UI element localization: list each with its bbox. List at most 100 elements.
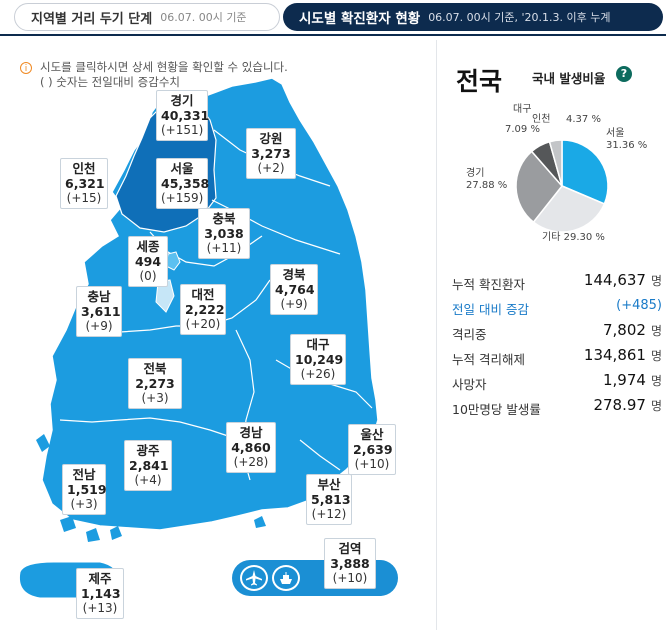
region-daegu[interactable]: 대구 10,249 (+26)	[290, 334, 346, 385]
stat-row-total: 누적 확진환자 144,637 명	[452, 270, 662, 295]
region-name: 제주	[88, 571, 112, 586]
map-info: i 시도를 클릭하시면 상세 현황을 확인할 수 있습니다. ( ) 숫자는 전…	[20, 60, 288, 90]
tab-confirmed-cases[interactable]: 시도별 확진환자 현황 06.07. 00시 기준, '20.1.3. 이후 누…	[283, 3, 663, 31]
region-chungbuk[interactable]: 충북 3,038 (+11)	[198, 208, 250, 259]
region-name: 서울	[170, 161, 194, 176]
region-delta: (+159)	[161, 191, 204, 205]
region-total: 3,611	[81, 304, 121, 319]
region-name: 충남	[87, 289, 111, 304]
island-shape	[110, 526, 122, 540]
pie-label-etc: 기타 29.30 %	[542, 232, 605, 243]
region-gyeonggi[interactable]: 경기 40,331 (+151)	[156, 90, 210, 141]
pie-slice-서울	[561, 139, 609, 205]
stat-row-deaths: 사망자 1,974 명	[452, 370, 662, 395]
region-daejeon[interactable]: 대전 2,222 (+20)	[180, 284, 226, 335]
region-name: 대구	[306, 337, 330, 352]
tab-title: 지역별 거리 두기 단계	[31, 11, 153, 27]
pie-label-daegu: 대구	[513, 104, 532, 115]
region-name: 검역	[338, 541, 362, 556]
region-name: 경남	[239, 425, 263, 440]
region-total: 1,519	[67, 482, 107, 497]
tab-distancing-level[interactable]: 지역별 거리 두기 단계 06.07. 00시 기준	[14, 3, 280, 31]
stat-label: 격리중	[452, 327, 487, 342]
region-name: 부산	[317, 477, 341, 492]
region-name: 경북	[282, 267, 306, 282]
region-total: 4,764	[275, 282, 315, 297]
island-shape	[60, 516, 76, 532]
pie-label-incheon: 인천	[532, 114, 551, 125]
selected-region-title: 전국	[456, 67, 503, 96]
stat-value: 7,802 명	[603, 321, 662, 339]
region-ulsan[interactable]: 울산 2,639 (+10)	[348, 424, 396, 475]
island-shape	[86, 528, 100, 542]
region-delta: (+10)	[332, 571, 368, 585]
region-gyeongbuk[interactable]: 경북 4,764 (+9)	[270, 264, 318, 315]
region-delta: (+12)	[311, 507, 347, 521]
top-tab-bar: 지역별 거리 두기 단계 06.07. 00시 기준 시도별 확진환자 현황 0…	[0, 0, 666, 36]
region-delta: (+20)	[185, 317, 221, 331]
region-total: 2,841	[129, 458, 169, 473]
pie-pct-daegu: 4.37 %	[566, 114, 601, 125]
region-delta: (+3)	[70, 497, 98, 511]
island-shape	[254, 516, 266, 528]
region-incheon[interactable]: 인천 6,321 (+15)	[60, 158, 108, 209]
region-delta: (+2)	[257, 161, 285, 175]
region-total: 45,358	[161, 176, 210, 191]
region-total: 1,143	[81, 586, 121, 601]
pie-slice-경기	[515, 150, 563, 224]
region-delta: (+13)	[82, 601, 118, 615]
region-total: 40,331	[161, 108, 210, 123]
region-sejong[interactable]: 세종 494 (0)	[128, 236, 168, 287]
ratio-pie-chart	[515, 139, 609, 233]
stat-label: 누적 확진환자	[452, 277, 525, 292]
ratio-title: 국내 발생비율	[532, 71, 606, 86]
panel-divider	[436, 40, 437, 630]
region-seoul[interactable]: 서울 45,358 (+159)	[156, 158, 210, 209]
region-delta: (+10)	[354, 457, 390, 471]
stat-label: 전일 대비 증감	[452, 302, 529, 317]
region-name: 강원	[259, 131, 283, 146]
region-name: 울산	[360, 427, 384, 442]
region-name: 경기	[170, 93, 194, 108]
region-name: 광주	[136, 443, 160, 458]
region-gangwon[interactable]: 강원 3,273 (+2)	[246, 128, 296, 179]
region-jeonbuk[interactable]: 전북 2,273 (+3)	[128, 358, 182, 409]
region-delta: (0)	[139, 269, 157, 283]
region-total: 5,813	[311, 492, 351, 507]
region-gyeongnam[interactable]: 경남 4,860 (+28)	[226, 422, 276, 473]
stat-row-daily-change: 전일 대비 증감 (+485)	[452, 295, 662, 320]
island-shape	[36, 434, 50, 452]
question-icon[interactable]: ?	[616, 66, 632, 82]
tab-title: 시도별 확진환자 현황	[299, 11, 421, 27]
region-busan[interactable]: 부산 5,813 (+12)	[306, 474, 352, 525]
region-gwangju[interactable]: 광주 2,841 (+4)	[124, 440, 172, 491]
region-jeju[interactable]: 제주 1,143 (+13)	[76, 568, 124, 619]
stat-row-isolated: 격리중 7,802 명	[452, 320, 662, 345]
region-name: 충북	[212, 211, 236, 226]
region-delta: (+15)	[66, 191, 102, 205]
region-name: 전북	[143, 361, 167, 376]
stat-label: 사망자	[452, 377, 487, 392]
stat-value: 134,861 명	[583, 346, 662, 364]
pie-label-seoul: 서울 31.36 %	[606, 128, 648, 151]
pie-pct-incheon: 7.09 %	[505, 124, 540, 135]
stats-list: 누적 확진환자 144,637 명 전일 대비 증감 (+485) 격리중 7,8…	[452, 270, 662, 420]
region-delta: (+28)	[233, 455, 269, 469]
region-chungnam[interactable]: 충남 3,611 (+9)	[76, 286, 122, 337]
region-name: 전남	[72, 467, 96, 482]
region-total: 3,888	[330, 556, 370, 571]
tab-subtitle: 06.07. 00시 기준, '20.1.3. 이후 누계	[428, 11, 611, 24]
region-name: 대전	[191, 287, 215, 302]
region-jeonnam[interactable]: 전남 1,519 (+3)	[62, 464, 107, 515]
airplane-icon[interactable]	[240, 565, 268, 591]
region-total: 3,273	[251, 146, 291, 161]
stat-value: (+485)	[616, 298, 662, 313]
region-total: 3,038	[204, 226, 244, 241]
region-quarantine[interactable]: 검역 3,888 (+10)	[324, 538, 376, 589]
stat-label: 누적 격리해제	[452, 352, 525, 367]
stat-value: 1,974 명	[603, 371, 662, 389]
ship-icon[interactable]	[272, 565, 300, 591]
region-name: 인천	[72, 161, 96, 176]
region-name: 세종	[136, 239, 160, 254]
daejeon-shape[interactable]	[155, 279, 175, 313]
